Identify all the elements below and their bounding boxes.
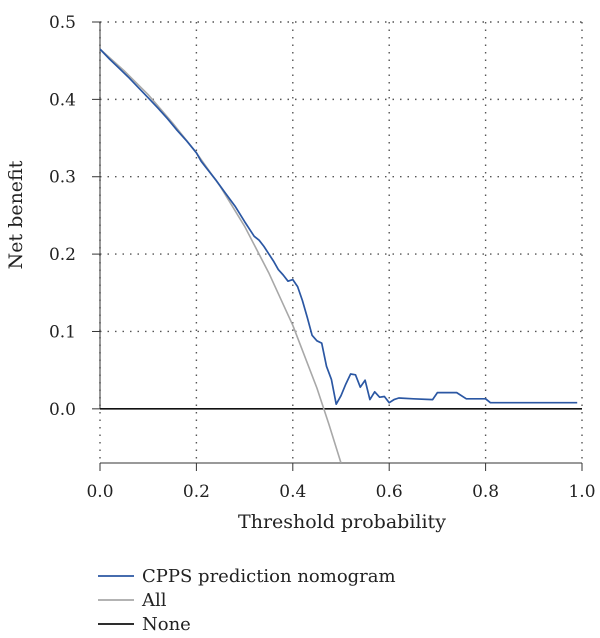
y-tick-label: 0.1 — [49, 322, 76, 342]
axes: 0.0 0.2 0.4 0.6 0.8 1.0 0.0 0.1 0.2 0.3 0.4 0.5 — [49, 13, 596, 502]
x-axis-title: Threshold probability — [238, 511, 446, 533]
series-line-cpps-prediction-nomogram — [100, 48, 578, 406]
x-tick-label: 0.0 — [86, 482, 113, 502]
x-tick-label: 0.6 — [376, 482, 403, 502]
x-tick-label: 0.8 — [472, 482, 499, 502]
y-tick-label: 0.3 — [49, 168, 76, 188]
y-tick-label: 0.2 — [49, 245, 76, 265]
legend: CPPS prediction nomogram All None — [98, 566, 396, 635]
y-axis-title: Net benefit — [5, 160, 27, 269]
x-tick-label: 0.2 — [183, 482, 210, 502]
y-tick-label: 0.4 — [49, 90, 76, 110]
legend-label: All — [141, 590, 167, 611]
x-tick-label: 0.4 — [279, 482, 306, 502]
y-tick-label: 0.0 — [49, 400, 76, 420]
legend-label: None — [142, 614, 191, 635]
series-lines — [100, 48, 582, 463]
series-line-all — [100, 48, 342, 463]
y-tick-label: 0.5 — [49, 13, 76, 33]
x-tick-label: 1.0 — [568, 482, 595, 502]
legend-label: CPPS prediction nomogram — [142, 566, 396, 587]
